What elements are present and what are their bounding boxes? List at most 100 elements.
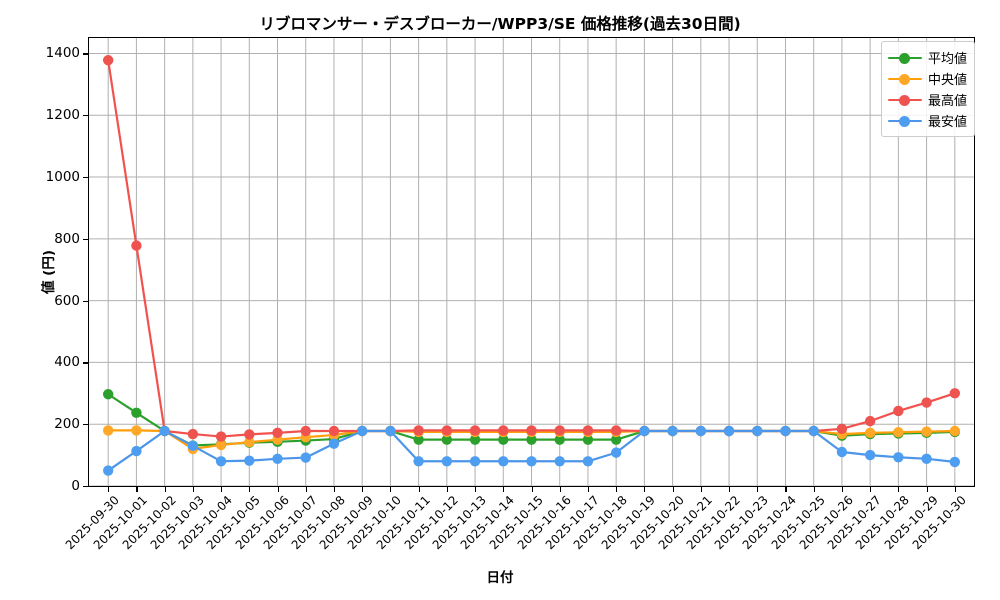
x-axis-tick-mark [700, 487, 702, 492]
x-axis-tick-mark [531, 487, 533, 492]
data-point-marker [413, 434, 424, 445]
data-point-marker [328, 438, 340, 449]
x-axis-tick-mark [305, 487, 307, 492]
data-point-marker [131, 425, 142, 436]
x-axis-tick-mark [757, 487, 759, 492]
x-axis-tick-mark [362, 487, 364, 492]
x-axis-tick-mark [785, 487, 787, 492]
x-axis-tick-mark [813, 487, 815, 492]
y-axis-tick-label: 800 [54, 230, 80, 247]
x-axis-tick-mark [672, 487, 674, 492]
data-point-marker [695, 425, 707, 437]
y-axis-tick-label: 200 [54, 416, 80, 433]
y-axis-tick-label: 600 [54, 292, 80, 309]
x-axis-tick-mark [136, 487, 138, 492]
data-point-marker [102, 55, 114, 66]
data-point-marker [498, 425, 509, 436]
x-axis-tick-mark [870, 487, 872, 492]
data-point-marker [582, 434, 594, 445]
data-point-marker [413, 456, 424, 467]
data-point-marker [300, 425, 311, 437]
x-axis-label: 日付 [486, 570, 514, 586]
y-axis-tick-marks [82, 37, 88, 488]
data-point-marker [610, 447, 622, 458]
data-point-marker [864, 427, 876, 439]
data-point-marker [131, 407, 142, 418]
data-point-marker [215, 439, 227, 451]
legend-marker-dot-icon [899, 52, 910, 64]
grid-lines [89, 38, 974, 486]
legend-item-4[interactable]: 最安値 [888, 110, 967, 131]
data-point-marker [131, 240, 142, 251]
data-point-marker [949, 425, 961, 437]
legend-item-2[interactable]: 中央値 [888, 68, 967, 89]
data-point-marker [582, 456, 594, 467]
data-point-marker [469, 425, 481, 436]
data-point-marker [441, 425, 453, 436]
data-point-marker [723, 425, 735, 437]
data-point-marker [526, 434, 537, 445]
data-point-marker [949, 388, 961, 399]
series-1 [102, 389, 961, 451]
data-point-marker [187, 428, 199, 440]
data-point-marker [639, 425, 650, 437]
series-line [107, 59, 956, 438]
data-point-marker [921, 397, 932, 408]
data-point-marker [102, 425, 114, 436]
data-point-marker [272, 453, 283, 465]
data-point-marker [780, 425, 791, 437]
data-point-marker [836, 423, 848, 435]
chart-title: リブロマンサー・デスブローカー/WPP3/SE 価格推移(過去30日間) [259, 15, 741, 33]
y-axis-tick-mark [83, 238, 88, 240]
data-point-marker [300, 452, 311, 463]
data-point-marker [215, 431, 227, 442]
x-axis-tick-mark [587, 487, 590, 492]
data-point-marker [582, 425, 594, 436]
data-point-marker [893, 452, 904, 463]
data-point-marker [413, 425, 424, 436]
chart-legend[interactable]: 平均値中央値最高値 最安値 [881, 41, 976, 137]
data-point-marker [187, 440, 199, 452]
legend-swatch-icon [888, 72, 922, 86]
y-axis-tick-mark [83, 300, 88, 302]
data-point-marker [244, 455, 255, 466]
x-axis-tick-mark [249, 487, 251, 492]
x-axis-tick-mark [108, 487, 110, 492]
y-axis-tick-label: 0 [71, 478, 80, 494]
x-axis-tick-mark [616, 487, 618, 492]
data-point-marker [864, 449, 876, 461]
data-point-marker [752, 425, 763, 437]
data-point-marker [554, 425, 565, 436]
data-point-marker [864, 415, 876, 427]
y-axis-tick-mark [83, 115, 88, 117]
legend-marker-dot-icon [899, 73, 910, 85]
data-point-marker [328, 425, 340, 437]
legend-marker-dot-icon [899, 94, 910, 106]
data-point-marker [244, 429, 255, 440]
data-point-marker [441, 456, 453, 467]
x-axis-tick-mark [446, 487, 448, 492]
legend-item-3[interactable]: 最高値 [888, 89, 967, 110]
data-point-marker [385, 425, 396, 437]
data-point-marker [949, 456, 961, 468]
legend-item-1[interactable]: 平均値 [888, 47, 967, 68]
y-axis-tick-mark [83, 362, 88, 364]
x-axis-tick-mark [954, 487, 956, 492]
y-axis-tick-label: 400 [54, 354, 80, 371]
data-point-marker [498, 456, 509, 467]
y-axis-tick-label: 1000 [45, 169, 80, 186]
data-point-marker [610, 425, 622, 436]
data-point-marker [469, 456, 481, 467]
legend-label: 最高値 [928, 94, 968, 109]
data-point-marker [554, 456, 565, 467]
x-axis-tick-mark [164, 487, 166, 492]
data-point-marker [159, 425, 170, 437]
data-point-marker [469, 434, 481, 445]
series-4 [102, 425, 961, 476]
x-axis-tick-mark [729, 487, 731, 492]
x-axis-tick-mark [418, 487, 420, 492]
x-axis-tick-mark [559, 487, 561, 492]
x-axis-tick-mark [926, 487, 928, 492]
legend-label: 中央値 [928, 73, 968, 88]
